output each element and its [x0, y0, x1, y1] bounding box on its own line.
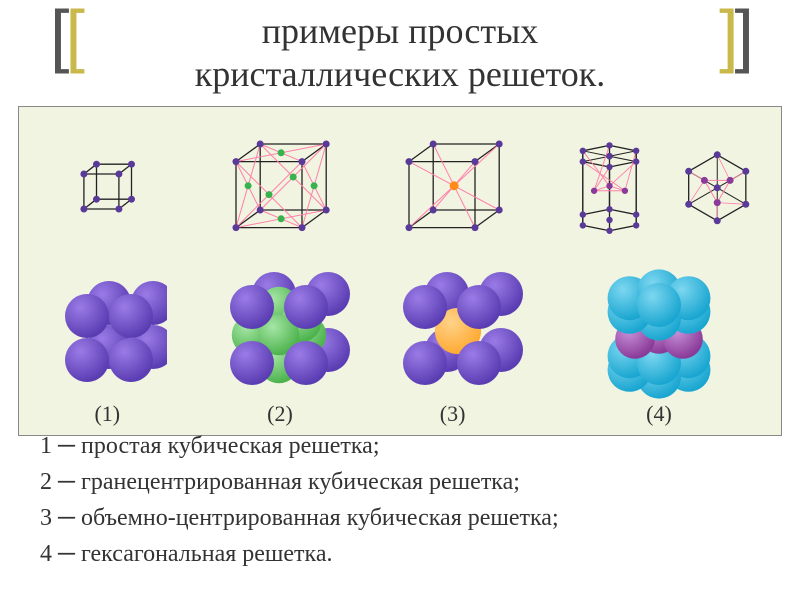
legend: 1 ─ простая кубическая решетка; 2 ─ гран…	[40, 428, 559, 572]
lattice-wireframe-bcc	[398, 113, 508, 262]
lattice-cell-3: (3)	[368, 113, 537, 431]
legend-item-2: 2 ─ гранецентрированная кубическая решет…	[40, 464, 559, 500]
legend-item-3: 3 ─ объемно-центрированная кубическая ре…	[40, 500, 559, 536]
lattice-label-1: (1)	[94, 401, 120, 431]
lattice-spheres-hexagonal	[574, 261, 744, 401]
legend-item-1: 1 ─ простая кубическая решетка;	[40, 428, 559, 464]
legend-item-4: 4 ─ гексагональная решетка.	[40, 536, 559, 572]
lattice-diagram-panel: (1) (2) (3) (4)	[18, 106, 782, 436]
title-bracket-right: ]]	[719, 0, 750, 70]
lattice-wireframe-hexagonal	[560, 113, 759, 261]
lattice-label-4: (4)	[646, 401, 672, 431]
lattice-label-2: (2)	[267, 401, 293, 431]
lattice-spheres-simple-cubic	[47, 262, 167, 401]
lattice-spheres-fcc	[210, 262, 350, 401]
title-line1: примеры простых	[262, 11, 539, 51]
lattice-cell-1: (1)	[23, 113, 192, 431]
lattice-wireframe-simple-cubic	[72, 113, 142, 262]
title-bracket-left: [[	[50, 0, 81, 70]
lattice-cell-4: (4)	[541, 113, 777, 431]
title-line2: кристаллических решеток.	[195, 54, 606, 94]
lattice-wireframe-fcc	[225, 113, 335, 262]
lattice-spheres-bcc	[383, 262, 523, 401]
lattice-label-3: (3)	[440, 401, 466, 431]
lattice-cell-2: (2)	[196, 113, 365, 431]
page-title: примеры простых кристаллических решеток.	[0, 10, 800, 96]
